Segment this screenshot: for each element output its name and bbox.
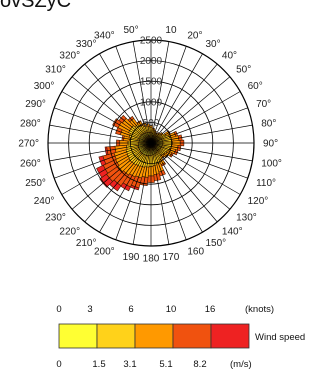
ms-tick-3.1: 3.1 [123, 359, 136, 370]
direction-label-130: 130° [236, 212, 257, 223]
legend-swatch-0 [58, 323, 98, 349]
direction-label-300: 300° [34, 81, 55, 92]
direction-label-40: 40° [222, 50, 237, 61]
grid-spoke-240 [61, 142, 152, 195]
direction-label-110: 110° [256, 178, 276, 189]
direction-label-30: 30° [206, 39, 221, 50]
knots-tick-6: 6 [128, 304, 133, 315]
grid-spoke-30 [150, 53, 203, 144]
direction-label-220: 220° [59, 227, 80, 238]
radial-tick-1500: 1500 [140, 77, 163, 88]
knots-unit: (knots) [245, 304, 274, 315]
ms-tick-5.1: 5.1 [159, 359, 172, 370]
grid-spoke-310 [71, 76, 152, 144]
grid-spoke-100 [150, 142, 253, 162]
grid-spoke-20 [150, 46, 187, 144]
direction-label-330: 330° [76, 39, 97, 50]
direction-label-170: 170 [163, 252, 180, 263]
direction-label-60: 60° [248, 81, 263, 92]
grid-spoke-190 [132, 142, 152, 245]
legend-swatch-1 [96, 323, 136, 349]
direction-label-100: 100° [261, 158, 282, 169]
grid-spoke-60 [150, 91, 241, 144]
direction-label-120: 120° [248, 196, 269, 207]
direction-label-320: 320° [59, 50, 80, 61]
grid-spoke-210 [99, 142, 152, 233]
speed-legend: 0 3 6 10 16 (knots) Wind speed 0 1.5 3.1 5.1 8.2 (m/… [56, 304, 305, 370]
direction-label-250: 250° [25, 178, 46, 189]
grid-spoke-110 [150, 142, 248, 179]
direction-label-340: 340° [94, 30, 115, 41]
grid-spoke-10 [150, 41, 170, 144]
ms-tick-1.5: 1.5 [92, 359, 105, 370]
grid-spoke-80 [150, 124, 253, 144]
grid-spoke-170 [150, 142, 170, 245]
grid-spoke-280 [49, 124, 152, 144]
direction-label-150: 150° [206, 238, 227, 249]
grid-spoke-260 [49, 142, 152, 162]
knots-tick-0: 0 [56, 304, 61, 315]
radial-tick-labels: 500 1000 1500 2000 2500 [140, 36, 163, 129]
direction-label-210: 210° [76, 238, 97, 249]
direction-label-240: 240° [34, 196, 55, 207]
direction-label-160: 160 [187, 247, 204, 258]
grid-spoke-40 [150, 63, 218, 144]
grid-spoke-130 [150, 142, 231, 210]
direction-label-70: 70° [256, 99, 271, 110]
header-fragment: ovSZyC [0, 0, 72, 12]
grid-spoke-330 [99, 53, 152, 144]
direction-label-140: 140° [222, 227, 243, 238]
legend-title: Wind speed [255, 332, 305, 343]
grid-spoke-200 [115, 142, 152, 240]
ms-tick-0: 0 [56, 359, 61, 370]
grid-spoke-150 [150, 142, 203, 233]
knots-tick-16: 16 [205, 304, 216, 315]
knots-tick-3: 3 [87, 304, 92, 315]
direction-labels: 10 20° 30°40° 50° 60° 70° 80° 90° 100° 110° 120° 13… [18, 25, 282, 264]
radial-tick-1000: 1000 [140, 97, 163, 108]
direction-label-180: 180 [143, 254, 160, 265]
direction-label-290: 290° [25, 99, 46, 110]
grid-spoke-160 [150, 142, 187, 240]
grid-spoke-250 [54, 142, 152, 179]
direction-label-50: 50° [236, 65, 251, 76]
direction-label-280: 280° [20, 119, 41, 130]
direction-label-230: 230° [45, 212, 66, 223]
grid-spoke-340 [115, 46, 152, 144]
ms-tick-8.2: 8.2 [193, 359, 206, 370]
ms-unit: (m/s) [230, 359, 252, 370]
grid-spoke-50 [150, 76, 231, 144]
direction-label-260: 260° [20, 158, 41, 169]
direction-label-310: 310° [45, 65, 66, 76]
radial-tick-500: 500 [143, 118, 160, 129]
polar-grid [47, 39, 255, 247]
grid-spoke-70 [150, 107, 248, 144]
radial-tick-2000: 2000 [140, 56, 163, 67]
radial-tick-2500: 2500 [140, 36, 163, 47]
grid-spoke-230 [71, 142, 152, 210]
grid-spoke-290 [54, 107, 152, 144]
grid-spoke-120 [150, 142, 241, 195]
knots-tick-10: 10 [166, 304, 177, 315]
direction-label-270: 270° [18, 139, 39, 150]
direction-label-80: 80° [261, 119, 276, 130]
grid-spoke-350 [132, 41, 152, 144]
legend-swatch-2 [134, 323, 174, 349]
legend-swatch-4 [210, 323, 250, 349]
direction-label-20: 20° [187, 30, 202, 41]
direction-label-90: 90° [263, 139, 278, 150]
direction-label-190: 190 [123, 252, 140, 263]
grid-spoke-300 [61, 91, 152, 144]
grid-spoke-220 [84, 142, 152, 223]
direction-label-10: 10 [165, 25, 177, 36]
direction-label-200: 200° [94, 247, 115, 258]
grid-spoke-140 [150, 142, 218, 223]
legend-swatch-3 [172, 323, 212, 349]
direction-label-350: 50° [123, 25, 138, 36]
grid-spoke-320 [84, 63, 152, 144]
